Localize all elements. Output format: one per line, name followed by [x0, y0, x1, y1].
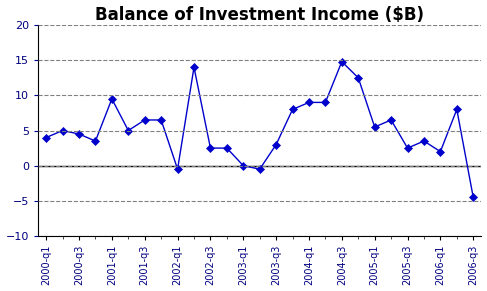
Title: Balance of Investment Income ($B): Balance of Investment Income ($B) [95, 6, 424, 24]
